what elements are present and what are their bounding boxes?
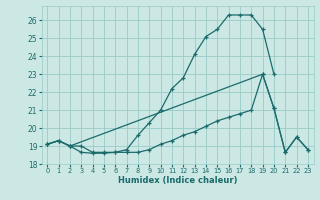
X-axis label: Humidex (Indice chaleur): Humidex (Indice chaleur): [118, 176, 237, 185]
